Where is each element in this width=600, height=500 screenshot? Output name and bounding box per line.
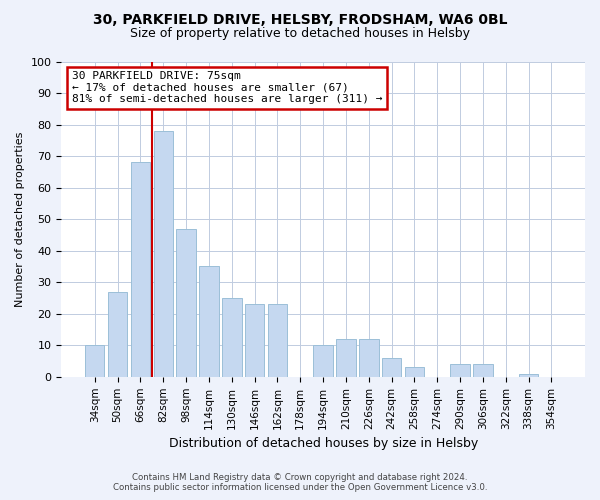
Bar xyxy=(108,292,127,377)
Text: 30 PARKFIELD DRIVE: 75sqm
← 17% of detached houses are smaller (67)
81% of semi-: 30 PARKFIELD DRIVE: 75sqm ← 17% of detac… xyxy=(72,71,382,104)
Text: Size of property relative to detached houses in Helsby: Size of property relative to detached ho… xyxy=(130,28,470,40)
Bar xyxy=(154,131,173,377)
Bar xyxy=(222,298,242,377)
Bar xyxy=(359,339,379,377)
Bar xyxy=(519,374,538,377)
Bar xyxy=(405,368,424,377)
Bar xyxy=(245,304,265,377)
Bar xyxy=(473,364,493,377)
Y-axis label: Number of detached properties: Number of detached properties xyxy=(15,132,25,307)
Text: 30, PARKFIELD DRIVE, HELSBY, FRODSHAM, WA6 0BL: 30, PARKFIELD DRIVE, HELSBY, FRODSHAM, W… xyxy=(93,12,507,26)
Text: Contains HM Land Registry data © Crown copyright and database right 2024.
Contai: Contains HM Land Registry data © Crown c… xyxy=(113,473,487,492)
Bar xyxy=(85,346,104,377)
Bar xyxy=(451,364,470,377)
Bar xyxy=(199,266,218,377)
Bar xyxy=(336,339,356,377)
Bar xyxy=(382,358,401,377)
Bar xyxy=(268,304,287,377)
X-axis label: Distribution of detached houses by size in Helsby: Distribution of detached houses by size … xyxy=(169,437,478,450)
Bar xyxy=(313,346,333,377)
Bar xyxy=(176,228,196,377)
Bar xyxy=(131,162,150,377)
